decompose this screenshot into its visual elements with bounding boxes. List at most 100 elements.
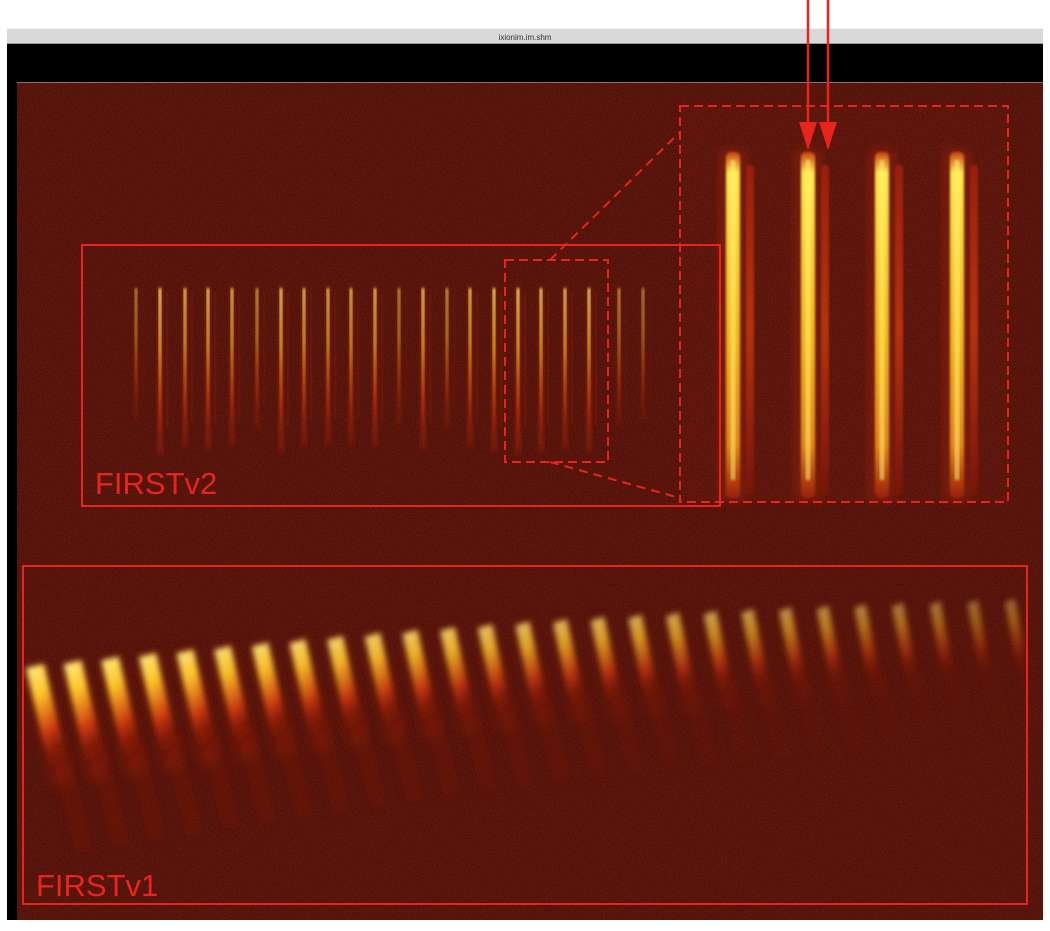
window-titlebar[interactable]: ixionim.im.shm [7, 28, 1043, 44]
v2-trace [134, 288, 138, 426]
zoom-trace-core [805, 160, 811, 480]
zoom-trace-core [730, 160, 736, 480]
v2-trace-companion [453, 292, 455, 408]
v2-trace [279, 288, 283, 456]
v1-streak-tail [424, 704, 458, 797]
zoom-connector-bottom [549, 461, 681, 499]
v1-streak-tail [164, 734, 201, 835]
v1-streak-tail [907, 665, 936, 742]
v2-trace-companion [287, 292, 289, 426]
v2-trace-companion [429, 292, 431, 424]
v2-trace [158, 288, 162, 458]
v1-streak-tail [90, 743, 127, 847]
firstv1-spectral-streaks [26, 598, 1046, 852]
v2-trace [183, 288, 187, 451]
zoom-trace-faint [746, 165, 754, 495]
window-title: ixionim.im.shm [499, 33, 552, 42]
v1-streak-tail [53, 748, 90, 852]
zoom-inset [679, 105, 1009, 503]
v2-trace-companion [595, 292, 597, 426]
v2-trace-companion [649, 292, 651, 402]
v2-trace-companion [142, 292, 144, 402]
v2-trace [468, 288, 472, 451]
firstv2-frame [81, 244, 721, 507]
v2-trace-companion [381, 292, 383, 422]
v1-streak-tail [981, 660, 1009, 735]
v1-streak-tail [239, 725, 274, 824]
zoom-trace-core [954, 160, 960, 480]
v2-trace-companion [191, 292, 193, 422]
zoom-selection-frame [504, 259, 609, 463]
v2-trace [563, 288, 567, 453]
v1-streak-tail [387, 708, 421, 802]
v2-trace [373, 288, 377, 451]
firstv1-panel: FIRSTv1 [22, 565, 1028, 905]
annotation-arrows [799, 0, 837, 150]
v2-trace-companion [524, 292, 526, 428]
v2-trace-companion [334, 292, 336, 420]
v2-trace [255, 288, 259, 433]
arrow-right-head [819, 122, 837, 150]
zoom-trace-faint [895, 165, 903, 495]
zoom-trace-core [879, 160, 885, 480]
v2-trace [445, 288, 449, 433]
zoom-inset-frame [679, 105, 1009, 503]
v2-trace [230, 288, 234, 448]
firstv2-spectral-traces [133, 285, 651, 458]
v2-trace [421, 288, 425, 453]
zoom-inset-traces [719, 150, 978, 500]
firstv2-panel: FIRSTv2 [81, 244, 721, 507]
v2-trace-companion [214, 292, 216, 424]
zoom-trace-faint [970, 165, 978, 495]
v1-streak-tail [758, 675, 789, 756]
v1-streak-tail [498, 697, 531, 787]
v2-trace [492, 288, 496, 456]
v2-trace [539, 288, 543, 456]
v2-trace [397, 288, 401, 431]
v1-streak-tail [684, 681, 715, 764]
v1-streak-tail [573, 690, 605, 777]
v2-trace-companion [357, 292, 359, 420]
v2-trace [641, 288, 645, 426]
zoom-selection [504, 131, 681, 499]
v1-streak-tail [944, 663, 973, 738]
v1-streak-tail [1018, 658, 1046, 731]
arrow-left-head [799, 122, 817, 150]
v1-streak-tail [461, 700, 495, 792]
v2-trace-companion [166, 292, 168, 428]
v2-trace [617, 288, 621, 431]
v2-trace-companion [500, 292, 502, 426]
zoom-connector-top [549, 131, 681, 261]
v1-streak-tail [870, 667, 899, 745]
firstv1-frame [22, 565, 1028, 905]
v1-streak-tail [833, 670, 862, 749]
v2-trace-companion [405, 292, 407, 406]
zoom-trace-faint [821, 165, 829, 495]
v2-trace-companion [476, 292, 478, 422]
v2-trace [587, 288, 591, 456]
v2-trace [302, 288, 306, 451]
v2-trace [206, 288, 210, 453]
v1-streak-tail [610, 687, 642, 773]
v1-streak-tail [721, 678, 752, 760]
v2-trace-companion [625, 292, 627, 406]
v1-streak-tail [647, 683, 678, 769]
v2-trace-companion [263, 292, 265, 408]
v1-streak-tail [276, 721, 311, 818]
v2-trace-companion [238, 292, 240, 420]
v2-trace [516, 288, 520, 458]
v2-trace-companion [547, 292, 549, 426]
v2-trace [326, 288, 330, 448]
v1-streak-tail [127, 739, 164, 841]
v1-streak-tail [350, 712, 384, 807]
v2-trace-companion [310, 292, 312, 422]
firstv2-label: FIRSTv2 [95, 466, 217, 501]
v2-trace-companion [571, 292, 573, 424]
v1-streak-tail [201, 730, 237, 829]
v1-streak-tail [796, 672, 826, 753]
v2-trace [349, 288, 353, 448]
firstv1-label: FIRSTv1 [36, 868, 158, 903]
v1-streak-tail [313, 716, 348, 813]
v1-streak-tail [536, 693, 568, 782]
